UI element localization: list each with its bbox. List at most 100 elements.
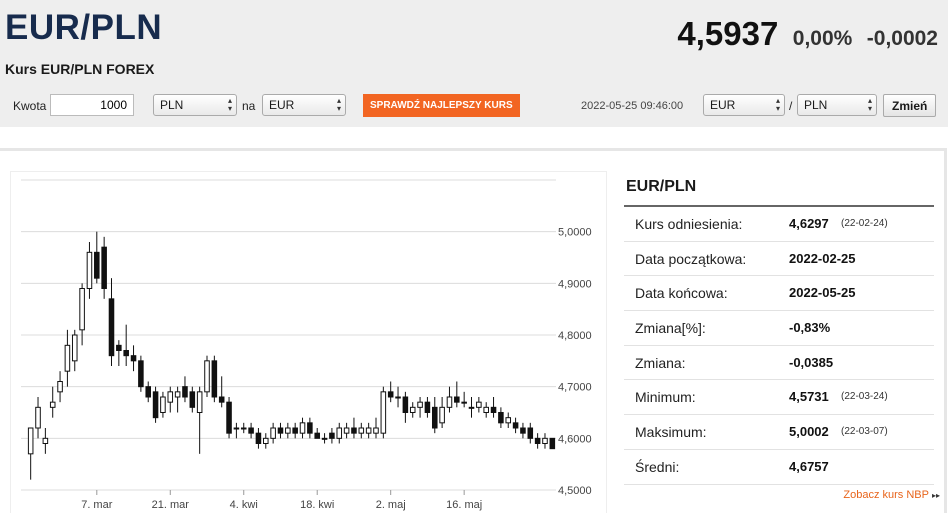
candle-body — [79, 288, 85, 331]
double-arrow-right-icon: ▸▸ — [931, 491, 940, 500]
candle-body — [160, 396, 166, 413]
candle-body — [358, 427, 365, 434]
stats-label: Minimum: — [635, 389, 696, 406]
currency-converter: Kwota PLN ▴▾ na EUR ▴▾ SPRAWDŹ NAJLEPSZY… — [0, 93, 948, 120]
select-arrows-icon: ▴ ▾ — [867, 96, 872, 113]
x-tick-label: 2. maj — [376, 499, 406, 511]
candle-body — [167, 391, 174, 403]
change-pair-button[interactable]: Zmień — [883, 94, 937, 117]
candle — [49, 386, 56, 418]
candle-body — [130, 355, 137, 362]
stats-value: 4,5731 — [789, 389, 829, 405]
stats-row: Data początkowa: 2022-02-25 — [624, 242, 934, 277]
x-tick-label: 4. kwi — [230, 499, 258, 511]
x-tick-label: 18. kwi — [300, 499, 334, 511]
candle-body — [57, 381, 63, 393]
candle-body — [94, 251, 100, 279]
candle-body — [27, 427, 34, 455]
candle-body — [409, 406, 416, 413]
stats-value: 5,0002 — [789, 424, 829, 440]
candle-body — [270, 427, 276, 439]
stats-title: EUR/PLN — [624, 171, 934, 207]
candle-body — [417, 401, 423, 408]
candle-body — [211, 360, 218, 398]
change-absolute: -0,0002 — [866, 27, 938, 50]
candle-body — [490, 406, 497, 413]
candle — [439, 397, 445, 428]
candle — [351, 417, 357, 439]
amount-label: Kwota — [13, 99, 47, 113]
candle-body — [86, 251, 93, 290]
pair-quote-value: PLN — [804, 98, 828, 112]
x-tick-label: 16. maj — [446, 499, 482, 511]
candle-body — [424, 401, 431, 414]
candlestick-chart: 5,0000 4,9000 4,8000 4,7000 4,6000 4,5000 7. m… — [21, 179, 592, 511]
candle — [226, 397, 232, 439]
candle — [534, 433, 541, 449]
candle — [417, 397, 423, 418]
current-rate: 4,5937 — [677, 15, 779, 52]
candle-body — [226, 401, 232, 434]
y-tick-label: 4,8000 — [558, 330, 592, 342]
from-currency-select[interactable]: PLN ▴ ▾ — [153, 94, 237, 116]
candle — [490, 397, 497, 418]
candle-body — [505, 417, 512, 424]
candle-body — [387, 391, 394, 398]
candle — [424, 397, 431, 418]
candle — [358, 422, 365, 439]
candle-body — [431, 406, 438, 429]
candle-body — [64, 344, 71, 372]
candle-body — [255, 432, 262, 444]
stats-value: 2022-05-25 — [789, 285, 856, 301]
candle-body — [189, 391, 196, 408]
candle-body — [380, 391, 387, 434]
candle-body — [285, 427, 291, 434]
candle-body — [263, 437, 269, 445]
pair-quote-select[interactable]: PLN ▴ ▾ — [797, 94, 877, 116]
candle — [468, 397, 475, 418]
x-tick-label: 7. mar — [81, 499, 113, 511]
pair-base-select[interactable]: EUR ▴ ▾ — [703, 94, 785, 116]
candle — [248, 422, 254, 439]
stats-value: -0,83% — [789, 320, 831, 336]
candle — [204, 355, 210, 397]
candle — [64, 329, 71, 387]
candle — [336, 422, 343, 444]
candle-body — [520, 427, 526, 434]
page-title: EUR/PLN — [5, 8, 163, 47]
candle-body — [402, 396, 409, 413]
to-currency-select[interactable]: EUR ▴ ▾ — [262, 94, 346, 116]
candle — [505, 412, 512, 428]
candle-body — [218, 396, 225, 403]
candle-body — [292, 427, 298, 434]
candle-body — [35, 406, 41, 429]
candle — [263, 433, 269, 449]
check-best-rate-button[interactable]: SPRAWDŹ NAJLEPSZY KURS — [363, 94, 520, 117]
page-subtitle: Kurs EUR/PLN FOREX — [5, 61, 155, 77]
stats-row: Minimum: 4,5731 (22-03-24) — [624, 380, 934, 416]
candle — [152, 386, 159, 423]
candle-body — [71, 334, 78, 362]
candle — [218, 376, 225, 408]
stats-date: (22-03-24) — [841, 391, 888, 403]
candle — [255, 428, 262, 449]
nbp-rate-link[interactable]: Zobacz kurs NBP ▸▸ — [843, 489, 940, 501]
header: EUR/PLN Kurs EUR/PLN FOREX 4,5937 0,00% … — [0, 0, 948, 127]
stats-value: -0,0385 — [789, 354, 834, 370]
candle — [130, 345, 137, 372]
candle — [42, 428, 49, 454]
candle — [211, 355, 218, 403]
stats-label: Kurs odniesienia: — [635, 216, 743, 232]
stats-label: Zmiana: — [635, 354, 686, 371]
stats-row: Zmiana: -0,0385 — [624, 346, 934, 381]
candle — [189, 386, 196, 413]
candle — [57, 371, 63, 403]
candle — [527, 422, 534, 444]
pair-base-value: EUR — [710, 98, 736, 112]
candle-body — [483, 406, 489, 413]
amount-input[interactable] — [50, 94, 134, 116]
candle — [321, 433, 328, 444]
candle — [240, 422, 247, 434]
candle — [329, 428, 335, 444]
candle — [160, 391, 166, 418]
